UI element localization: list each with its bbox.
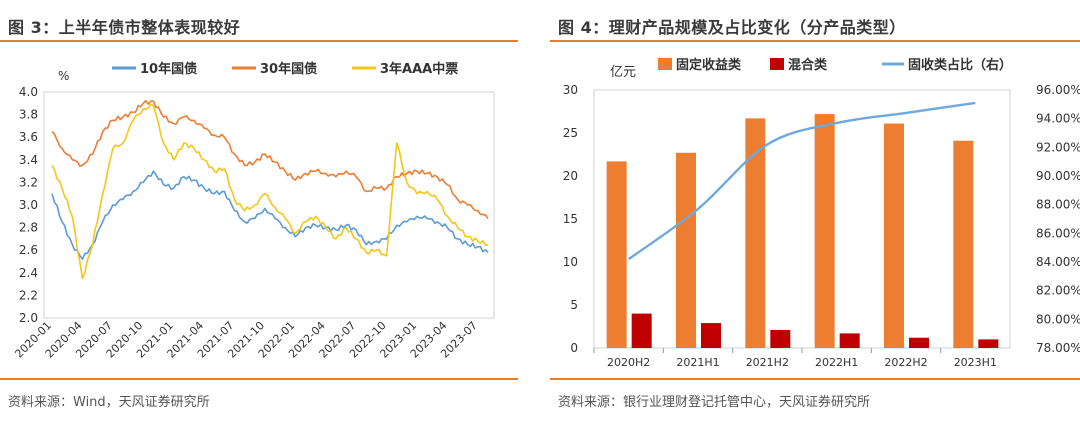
x-tick-label: 2020H2: [607, 356, 650, 369]
y-left-tick-label: 5: [570, 298, 578, 312]
y-tick-label: 3.0: [19, 198, 38, 212]
y-unit-label: %: [58, 69, 69, 83]
y-left-unit-label: 亿元: [610, 65, 636, 80]
legend-label-2: 混合类: [788, 57, 828, 73]
y-tick-label: 2.8: [19, 221, 38, 235]
legend-swatch-2: [770, 58, 784, 70]
y-tick-label: 2.4: [19, 266, 38, 280]
x-tick-label: 2023H1: [954, 356, 997, 369]
bar-mixed: [909, 337, 929, 348]
y-tick-label: 3.4: [19, 153, 38, 167]
series-line-2: [51, 99, 489, 220]
y-right-tick-label: 86.00%: [1036, 226, 1080, 240]
y-tick-label: 2.0: [19, 311, 38, 325]
y-left-tick-label: 15: [563, 212, 578, 226]
series-line-share: [627, 101, 976, 261]
x-tick-label: 2021H2: [746, 356, 789, 369]
y-right-tick-label: 80.00%: [1036, 312, 1080, 326]
bar-fixed-income: [745, 118, 766, 348]
y-left-tick-label: 20: [563, 169, 578, 183]
right-title-rule: [550, 40, 1080, 42]
y-tick-label: 3.8: [19, 108, 38, 122]
right-chart-panel: 图 4：理财产品规模及占比变化（分产品类型） 亿元 0 5 10 15 20 25 30 78.…: [550, 0, 1080, 439]
left-chart-title: 图 3：上半年债市整体表现较好: [8, 18, 241, 37]
y-right-tick-label: 90.00%: [1036, 169, 1080, 183]
x-tick-label: 2021H1: [676, 356, 719, 369]
left-title-rule: [0, 40, 518, 42]
left-chart-panel: 图 3：上半年债市整体表现较好 % 2.0 2.2 2.4 2.6 2.8 3.0 3.2 3.…: [0, 0, 520, 439]
bar-mixed: [978, 339, 999, 348]
legend-label-1: 10年国债: [140, 61, 197, 77]
y-tick-label: 2.2: [19, 288, 38, 302]
y-tick-label: 2.6: [19, 243, 38, 257]
bar-mixed: [701, 323, 721, 348]
y-right-tick-label: 94.00%: [1036, 112, 1080, 126]
plot-area-frame: [593, 89, 1011, 349]
plot-area-frame: [43, 91, 495, 319]
y-left-tick-label: 30: [563, 83, 578, 97]
right-footer-rule: [550, 378, 1080, 380]
bar-fixed-income: [676, 152, 696, 348]
y-right-tick-label: 96.00%: [1036, 83, 1080, 97]
bar-fixed-income: [953, 140, 974, 348]
right-combo-chart: 亿元 0 5 10 15 20 25 30 78.00% 80.00% 82.00% 84.00% 86…: [563, 57, 1080, 369]
legend-label-3: 固收类占比（右）: [908, 57, 1012, 73]
legend-label-2: 30年国债: [260, 61, 317, 77]
bar-fixed-income: [884, 123, 904, 348]
y-left-tick-label: 25: [563, 126, 578, 140]
y-tick-label: 3.2: [19, 175, 38, 189]
left-source-note: 资料来源：Wind，天风证券研究所: [8, 395, 210, 410]
y-right-tick-label: 78.00%: [1036, 341, 1080, 355]
left-line-chart: %2.02.22.42.62.83.03.23.43.63.84.02020-0…: [12, 61, 495, 361]
legend-label-1: 固定收益类: [676, 57, 742, 73]
bar-mixed: [839, 333, 860, 348]
right-chart-title: 图 4：理财产品规模及占比变化（分产品类型）: [558, 18, 906, 37]
y-left-tick-label: 0: [570, 341, 578, 355]
bar-fixed-income: [814, 114, 835, 348]
bar-mixed: [631, 313, 652, 348]
legend-swatch-1: [658, 58, 672, 70]
y-right-tick-label: 82.00%: [1036, 284, 1080, 298]
x-tick-label: 2022H1: [815, 356, 858, 369]
legend-label-3: 3年AAA中票: [380, 61, 458, 77]
bar-fixed-income: [606, 161, 627, 348]
y-left-tick-label: 10: [563, 255, 578, 269]
x-tick-label: 2022H2: [884, 356, 927, 369]
y-right-tick-label: 88.00%: [1036, 198, 1080, 212]
y-tick-label: 3.6: [19, 130, 38, 144]
y-tick-label: 4.0: [19, 85, 38, 99]
bar-mixed: [770, 329, 791, 348]
y-right-tick-label: 84.00%: [1036, 255, 1080, 269]
left-footer-rule: [0, 378, 518, 380]
series-line-1: [51, 170, 489, 260]
y-right-tick-label: 92.00%: [1036, 140, 1080, 154]
right-source-note: 资料来源：银行业理财登记托管中心，天风证券研究所: [558, 395, 871, 410]
series-line-3: [51, 103, 489, 280]
